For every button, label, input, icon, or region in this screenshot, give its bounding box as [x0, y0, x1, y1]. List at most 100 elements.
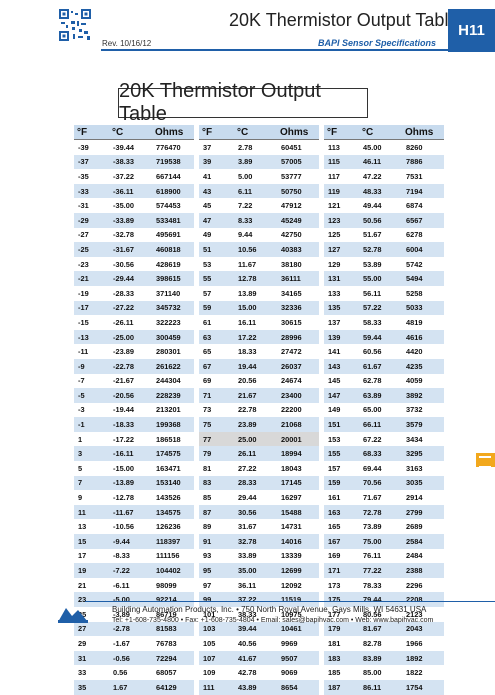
- cell-fahrenheit: 177: [324, 607, 359, 622]
- cell-ohms: 9069: [277, 665, 319, 680]
- cell-fahrenheit: 115: [324, 154, 359, 170]
- cell-ohms: 2296: [402, 577, 444, 593]
- cell-ohms: 60451: [277, 139, 319, 155]
- table-row: 9 -12.78 143526: [74, 490, 194, 505]
- cell-celsius: 86.11: [359, 679, 402, 695]
- revision-date: Rev. 10/16/12: [102, 39, 152, 48]
- table-row: -35 -37.22 667144: [74, 169, 194, 184]
- cell-fahrenheit: -1: [74, 417, 109, 432]
- table-row: 161 71.67 2914: [324, 490, 444, 505]
- cell-ohms: 7886: [402, 154, 444, 170]
- cell-celsius: -21.67: [109, 373, 152, 389]
- table-row: -15 -26.11 322223: [74, 315, 194, 330]
- cell-fahrenheit: 147: [324, 388, 359, 403]
- cell-fahrenheit: 15: [74, 534, 109, 549]
- table-row: -27 -32.78 495691: [74, 227, 194, 243]
- cell-fahrenheit: -5: [74, 388, 109, 403]
- column-header-ohms: Ohms: [152, 125, 194, 140]
- cell-ohms: 12092: [277, 577, 319, 593]
- cell-celsius: -29.44: [109, 271, 152, 286]
- cell-fahrenheit: 183: [324, 650, 359, 666]
- cell-fahrenheit: 9: [74, 490, 109, 505]
- cell-celsius: -18.33: [109, 417, 152, 432]
- cell-celsius: 61.67: [359, 358, 402, 374]
- table-row: 55 12.78 36111: [199, 271, 319, 286]
- cell-celsius: 56.11: [359, 285, 402, 301]
- cell-fahrenheit: 31: [74, 650, 109, 666]
- cell-celsius: 46.11: [359, 154, 402, 170]
- cell-celsius: 50.56: [359, 212, 402, 228]
- cell-ohms: 104402: [152, 563, 194, 578]
- cell-fahrenheit: -23: [74, 256, 109, 272]
- cell-ohms: 3035: [402, 475, 444, 491]
- cell-celsius: 69.44: [359, 461, 402, 476]
- cell-fahrenheit: 89: [199, 519, 234, 535]
- cell-celsius: -0.56: [109, 650, 152, 666]
- cell-ohms: 1966: [402, 636, 444, 651]
- column-header-f: °F: [324, 125, 359, 140]
- cell-fahrenheit: 3: [74, 446, 109, 462]
- qr-code-icon: [59, 9, 91, 41]
- cell-fahrenheit: 165: [324, 519, 359, 535]
- cell-celsius: 47.22: [359, 169, 402, 184]
- cell-fahrenheit: 135: [324, 300, 359, 316]
- cell-ohms: 38180: [277, 256, 319, 272]
- section-tab: H11: [448, 9, 495, 52]
- cell-celsius: 59.44: [359, 329, 402, 345]
- cell-ohms: 4616: [402, 329, 444, 345]
- cell-fahrenheit: 153: [324, 431, 359, 447]
- cell-celsius: 58.33: [359, 315, 402, 330]
- cell-celsius: -13.89: [109, 475, 152, 491]
- table-row: 27 -2.78 81583: [74, 621, 194, 637]
- table-row: 35 1.67 64129: [74, 679, 194, 695]
- table-row: 65 18.33 27472: [199, 344, 319, 359]
- cell-celsius: -30.56: [109, 256, 152, 272]
- table-row: 23 -5.00 92214: [74, 592, 194, 607]
- cell-celsius: -12.78: [109, 490, 152, 505]
- cell-fahrenheit: 75: [199, 417, 234, 432]
- cell-ohms: 1822: [402, 665, 444, 680]
- cell-ohms: 3579: [402, 417, 444, 432]
- cell-celsius: 79.44: [359, 592, 402, 607]
- cell-ohms: 3732: [402, 402, 444, 418]
- column-header-c: °C: [109, 125, 152, 140]
- cell-ohms: 28996: [277, 329, 319, 345]
- table-row: 37 2.78 60451: [199, 139, 319, 155]
- table-row: 41 5.00 53777: [199, 169, 319, 184]
- cell-ohms: 23400: [277, 388, 319, 403]
- cell-celsius: 38.33: [234, 607, 277, 622]
- cell-celsius: 63.89: [359, 388, 402, 403]
- cell-ohms: 3163: [402, 461, 444, 476]
- page-title: 20K Thermistor Output Table: [229, 10, 459, 30]
- table-row: -31 -35.00 574453: [74, 198, 194, 213]
- table-row: 31 -0.56 72294: [74, 650, 194, 666]
- cell-celsius: 85.00: [359, 665, 402, 680]
- table-row: 115 46.11 7886: [324, 154, 444, 170]
- cell-ohms: 16297: [277, 490, 319, 505]
- table-row: 83 28.33 17145: [199, 475, 319, 491]
- cell-fahrenheit: 73: [199, 402, 234, 418]
- cell-celsius: 83.89: [359, 650, 402, 666]
- cell-celsius: 55.00: [359, 271, 402, 286]
- table-row: 39 3.89 57005: [199, 154, 319, 170]
- cell-fahrenheit: 97: [199, 577, 234, 593]
- cell-fahrenheit: 47: [199, 212, 234, 228]
- table-row: 45 7.22 47912: [199, 198, 319, 213]
- table-row: -1 -18.33 199368: [74, 417, 194, 432]
- cell-celsius: 43.89: [234, 679, 277, 695]
- cell-ohms: 213201: [152, 402, 194, 418]
- table-row: 117 47.22 7531: [324, 169, 444, 184]
- cell-ohms: 186518: [152, 431, 194, 447]
- cell-celsius: 62.78: [359, 373, 402, 389]
- cell-fahrenheit: 55: [199, 271, 234, 286]
- cell-fahrenheit: 133: [324, 285, 359, 301]
- cell-fahrenheit: 45: [199, 198, 234, 213]
- cell-ohms: 15488: [277, 504, 319, 520]
- table-row: 75 23.89 21068: [199, 417, 319, 432]
- cell-fahrenheit: 159: [324, 475, 359, 491]
- cell-fahrenheit: 111: [199, 679, 234, 695]
- table-row: 119 48.33 7194: [324, 183, 444, 199]
- table-row: -13 -25.00 300459: [74, 329, 194, 345]
- table-row: 133 56.11 5258: [324, 285, 444, 301]
- cell-ohms: 6874: [402, 198, 444, 213]
